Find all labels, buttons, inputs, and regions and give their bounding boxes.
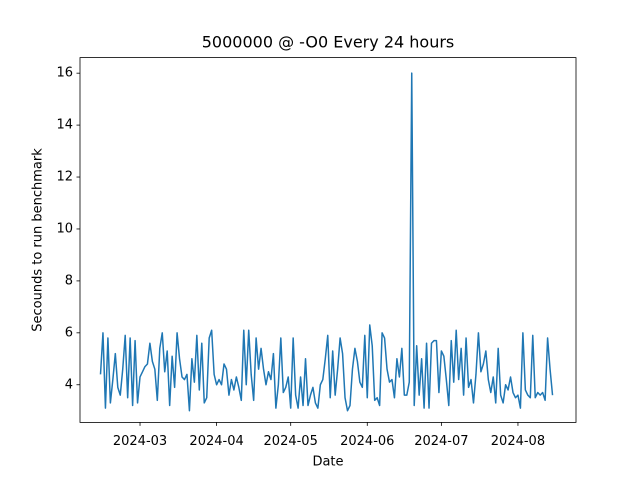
- x-tick-label: 2024-07: [414, 434, 468, 449]
- plot-frame: [79, 57, 577, 423]
- y-tick-label: 12: [56, 170, 73, 185]
- x-tick-label: 2024-05: [264, 434, 318, 449]
- x-tick-label: 2024-08: [491, 434, 545, 449]
- y-tick-label: 6: [65, 325, 73, 340]
- x-tick-label: 2024-04: [189, 434, 243, 449]
- y-tick-label: 16: [56, 66, 73, 81]
- x-tick-label: 2024-03: [113, 434, 167, 449]
- y-tick-label: 4: [65, 377, 73, 392]
- y-tick-label: 14: [56, 118, 73, 133]
- x-tick-label: 2024-06: [340, 434, 394, 449]
- data-line: [99, 72, 554, 412]
- y-axis-label: Secounds to run benchmark: [31, 148, 46, 332]
- y-tick-label: 8: [65, 273, 73, 288]
- y-tick-label: 10: [56, 221, 73, 236]
- x-axis-label: Date: [312, 455, 343, 470]
- chart-title: 5000000 @ -O0 Every 24 hours: [202, 33, 455, 52]
